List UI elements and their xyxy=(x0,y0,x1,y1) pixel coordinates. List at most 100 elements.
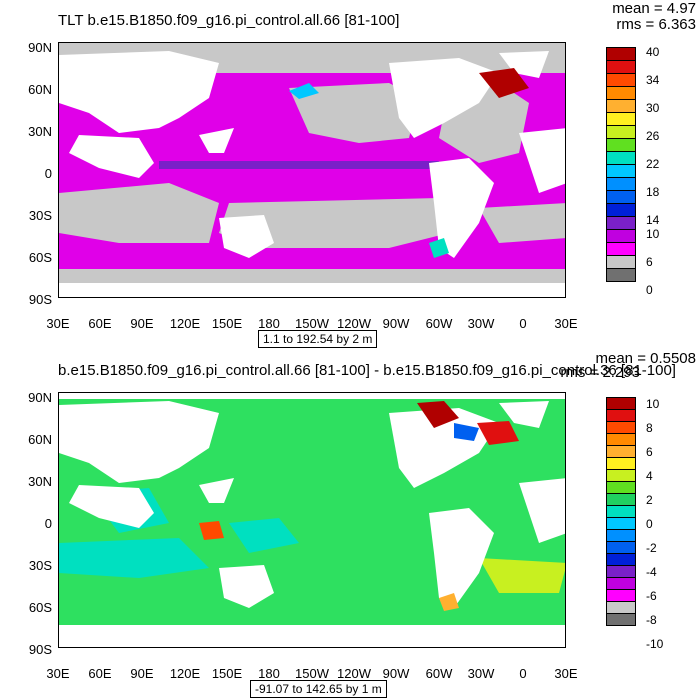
southern-ocean-patch xyxy=(59,538,209,578)
colorbar-label: 30 xyxy=(646,101,660,115)
colorbar-cell xyxy=(606,164,636,178)
lon-label: 60E xyxy=(88,666,112,681)
colorbar-cell xyxy=(606,86,636,100)
lat-label: 30S xyxy=(28,208,52,223)
colorbar-label: 26 xyxy=(646,129,660,143)
lat-label: 90S xyxy=(28,292,52,307)
falkland-patch xyxy=(429,238,449,258)
north-atlantic-hotspot xyxy=(477,421,519,445)
colorbar-cell xyxy=(606,73,636,87)
lat-label: 90N xyxy=(28,40,52,55)
lon-label: 150W xyxy=(295,666,329,681)
lat-label: 60N xyxy=(28,82,52,97)
colorbar-label: 10 xyxy=(646,227,660,241)
colorbar-label: -6 xyxy=(646,589,657,603)
colorbar-label: -4 xyxy=(646,565,657,579)
colorbar-cell xyxy=(606,151,636,165)
kuroshio-patch xyxy=(289,83,319,99)
colorbar-cell xyxy=(606,138,636,152)
lon-label: 120W xyxy=(337,666,371,681)
colorbar-label: 22 xyxy=(646,157,660,171)
colorbar-cell xyxy=(606,112,636,126)
lon-label: 120W xyxy=(337,316,371,331)
colorbar-label: 0 xyxy=(646,517,653,531)
colorbar-cell xyxy=(606,216,636,230)
colorbar-label: 18 xyxy=(646,185,660,199)
lon-label: 30E xyxy=(46,316,70,331)
indonesia-hotspot xyxy=(199,521,224,540)
equatorial-band xyxy=(159,161,439,169)
colorbar xyxy=(606,397,636,626)
colorbar-label: -2 xyxy=(646,541,657,555)
colorbar-cell xyxy=(606,613,636,626)
labrador-hotspot xyxy=(417,401,459,428)
gulf-stream-cool xyxy=(454,423,479,441)
colorbar-label: 10 xyxy=(646,397,660,411)
north-atlantic-hotspot xyxy=(479,68,529,98)
map-panel-tlt: TLT b.e15.B1850.f09_g16.pi_control.all.6… xyxy=(28,0,696,348)
colorbar-label: 6 xyxy=(646,255,653,269)
lat-label: 0 xyxy=(44,166,52,181)
continents xyxy=(59,51,565,297)
colorbar-cell xyxy=(606,177,636,191)
lat-label: 60S xyxy=(28,250,52,265)
south-pacific-grey xyxy=(219,198,449,248)
contour-range-box: 1.1 to 192.54 by 2 m xyxy=(258,330,378,348)
argentina-hotspot xyxy=(439,593,459,611)
lon-label: 30E xyxy=(554,666,578,681)
lon-label: 60W xyxy=(425,666,453,681)
lat-label: 0 xyxy=(44,516,52,531)
mean-stat: mean = 4.97 xyxy=(612,0,696,17)
south-indian-grey xyxy=(59,183,219,243)
lon-label: 120E xyxy=(169,666,201,681)
colorbar-label: 14 xyxy=(646,213,660,227)
colorbar-cell xyxy=(606,229,636,243)
lon-label: 90W xyxy=(382,666,410,681)
north-pacific-grey xyxy=(289,83,419,143)
rms-stat: rms = 6.363 xyxy=(616,16,696,33)
lon-label: 0 xyxy=(519,666,527,681)
lon-label: 120E xyxy=(169,316,201,331)
map-panel-difference: b.e15.B1850.f09_g16.pi_control.all.66 [8… xyxy=(0,350,700,700)
colorbar-cell xyxy=(606,99,636,113)
lon-label: 60E xyxy=(88,316,112,331)
map-frame xyxy=(58,42,566,298)
south-atlantic-grey xyxy=(479,203,565,243)
colorbar-cell xyxy=(606,60,636,74)
lon-label: 150E xyxy=(211,316,243,331)
lat-label: 30S xyxy=(28,558,52,573)
lon-label: 0 xyxy=(519,316,527,331)
colorbar-cell xyxy=(606,190,636,204)
colorbar-cell xyxy=(606,242,636,256)
colorbar-cell xyxy=(606,125,636,139)
lon-label: 90W xyxy=(382,316,410,331)
colorbar-label: -10 xyxy=(646,637,664,651)
colorbar-cell xyxy=(606,268,636,282)
lon-label: 150E xyxy=(211,666,243,681)
lat-label: 30N xyxy=(28,474,52,489)
lat-label: 90S xyxy=(28,642,52,657)
colorbar-label: 8 xyxy=(646,421,653,435)
lon-label: 90E xyxy=(130,666,154,681)
colorbar-label: 34 xyxy=(646,73,660,87)
lat-label: 30N xyxy=(28,124,52,139)
colorbar-label: 0 xyxy=(646,283,653,297)
lon-label: 150W xyxy=(295,316,329,331)
lon-label: 180 xyxy=(258,316,280,331)
map-title: b.e15.B1850.f09_g16.pi_control.all.66 [8… xyxy=(58,362,676,379)
colorbar-label: 40 xyxy=(646,45,660,59)
lon-label: 90E xyxy=(130,316,154,331)
south-atlantic-yellow xyxy=(479,558,565,593)
colorbar xyxy=(606,47,636,282)
continents xyxy=(59,393,565,647)
contour-range-box: -91.07 to 142.65 by 1 m xyxy=(250,680,387,698)
lat-label: 60N xyxy=(28,432,52,447)
colorbar-cell xyxy=(606,255,636,269)
colorbar-label: 4 xyxy=(646,469,653,483)
west-pacific-patch xyxy=(229,518,299,553)
mean-stat: mean = 0.5508 xyxy=(595,350,697,367)
world-map-plot xyxy=(59,393,565,647)
lon-label: 30W xyxy=(467,666,495,681)
lat-label: 60S xyxy=(28,600,52,615)
rms-stat: rms = 2.293 xyxy=(560,364,640,381)
